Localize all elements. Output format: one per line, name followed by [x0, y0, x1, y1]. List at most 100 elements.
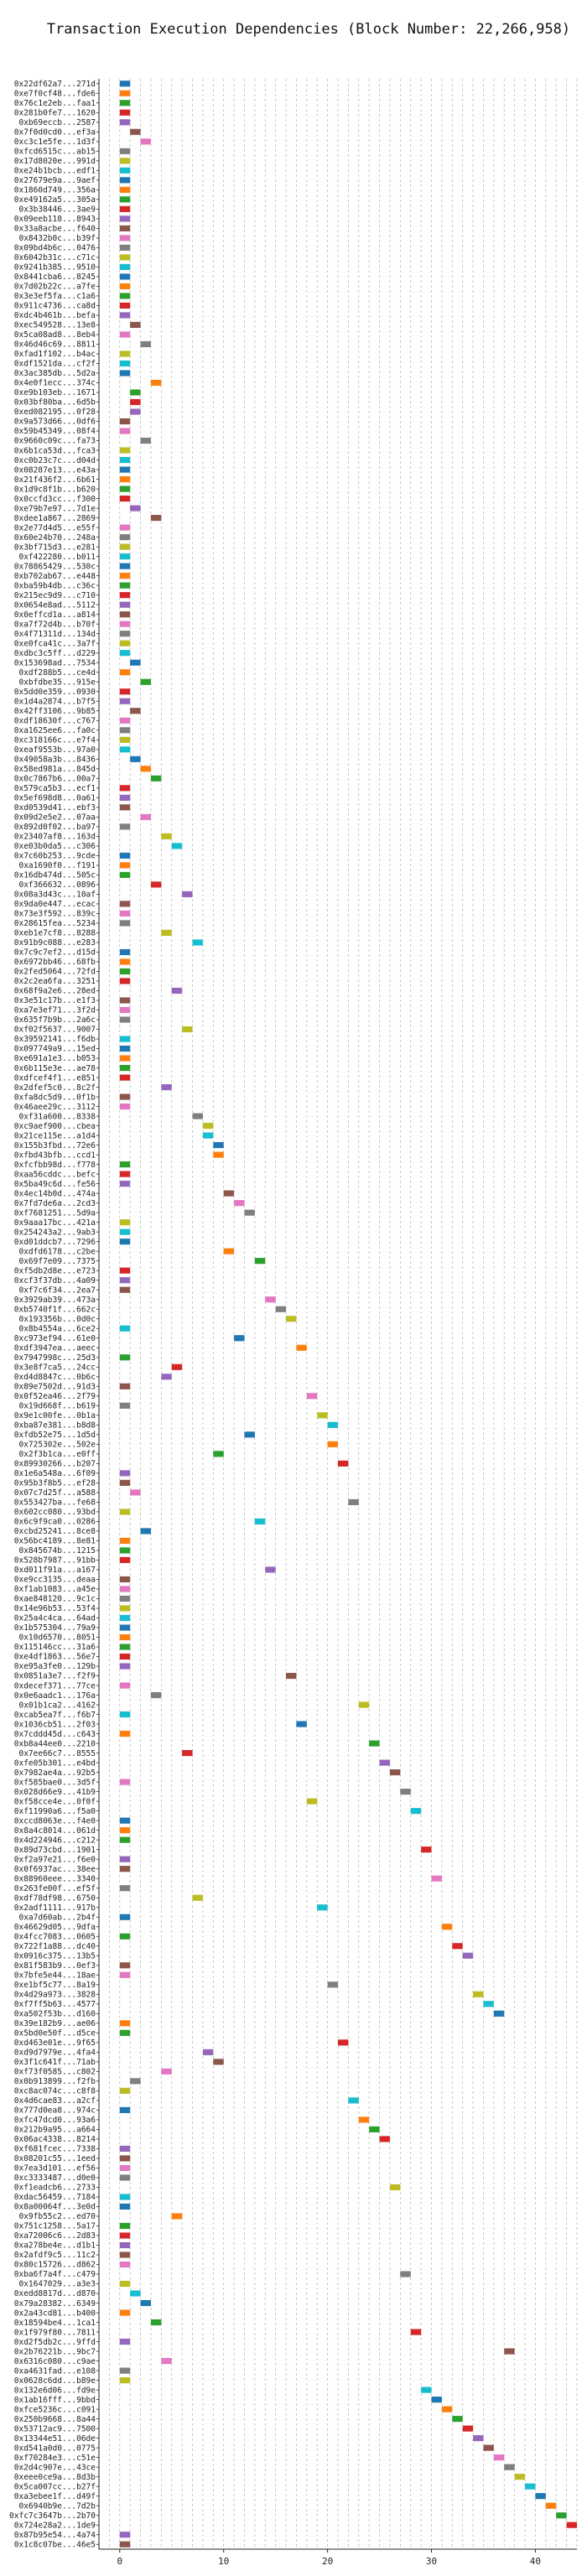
transaction-bar — [161, 2068, 172, 2075]
y-tick-label: 0x28615fea...5234 — [14, 919, 96, 928]
transaction-bar — [296, 1721, 307, 1727]
transaction-bar — [119, 534, 131, 541]
transaction-bar — [244, 1431, 255, 1438]
transaction-bar — [161, 929, 172, 937]
transaction-bar — [119, 1779, 131, 1785]
y-tick-label: 0xeee0ce9a...8d3b — [14, 2473, 96, 2482]
transaction-bar — [119, 524, 131, 531]
transaction-bar — [119, 167, 131, 174]
y-tick-label: 0x3929ab39...473a — [14, 1296, 96, 1305]
y-tick-label: 0x0ccfd3cc...f300 — [14, 495, 96, 504]
transaction-bar — [119, 486, 131, 492]
transaction-bar — [119, 1074, 131, 1081]
y-tick-label: 0x2fed5064...72fd — [14, 968, 96, 977]
transaction-bar — [119, 2029, 131, 2036]
transaction-bar — [119, 1181, 131, 1187]
transaction-bar — [119, 2309, 131, 2316]
y-tick-label: 0x553427ba...fe68 — [14, 1498, 96, 1508]
y-tick-label: 0xd011f91a...a167 — [14, 1566, 96, 1575]
y-tick-label: 0xdf1521da...cf2f — [14, 360, 96, 369]
y-tick-label: 0xa7d60ab...2b4f — [18, 1913, 96, 1922]
y-tick-label: 0x7f0d0cd0...ef3a — [14, 127, 96, 137]
transaction-bar — [119, 2106, 131, 2113]
transaction-bar — [130, 505, 141, 512]
y-tick-label: 0xc9aef900...cbea — [14, 1122, 96, 1131]
transaction-bar — [119, 746, 131, 753]
transaction-bar — [254, 1518, 266, 1524]
transaction-bar — [119, 447, 131, 454]
transaction-bar — [202, 2049, 214, 2055]
y-tick-label: 0x81f583b9...0ef3 — [14, 1961, 96, 1971]
y-tick-label: 0x153698ad...7534 — [14, 658, 96, 667]
y-tick-label: 0xe03b0da5...c306 — [14, 842, 96, 851]
y-tick-label: 0x2b76221b...9bc7 — [14, 2347, 96, 2356]
y-tick-label: 0x250b9668...8a44 — [14, 2415, 96, 2424]
transaction-bar — [213, 2059, 224, 2065]
transaction-bar — [119, 1055, 131, 1062]
y-tick-label: 0x0916c375...13b5 — [14, 1951, 96, 1961]
y-tick-label: 0x08201c55...1eed — [14, 2154, 96, 2163]
transaction-bar — [119, 2020, 131, 2027]
transaction-bar — [119, 717, 131, 724]
y-tick-label: 0x0628c6dd...b89e — [14, 2376, 96, 2386]
transaction-bar — [338, 1460, 349, 1467]
transaction-bar — [119, 476, 131, 483]
y-tick-label: 0x2dfef5c0...8c2f — [14, 1083, 96, 1093]
transaction-bar — [338, 2039, 349, 2046]
transaction-bar — [265, 1566, 276, 1573]
transaction-bar — [119, 1104, 131, 1110]
y-tick-label: 0xf73f0585...c802 — [14, 2068, 96, 2077]
y-tick-label: 0xf31a600...8338 — [18, 1112, 96, 1121]
y-tick-label: 0x5ca08ad8...8eb4 — [14, 330, 96, 340]
transaction-bar — [171, 843, 183, 849]
transaction-bar — [119, 794, 131, 801]
transaction-bar — [119, 1836, 131, 1843]
transaction-bar — [161, 833, 172, 839]
y-tick-label: 0x73e3f592...839c — [14, 910, 96, 919]
transaction-bar — [130, 398, 141, 406]
y-tick-label: 0xe1bf5c77...8a19 — [14, 1981, 96, 1990]
y-tick-label: 0x2c2ea6fa...3251 — [14, 977, 96, 986]
y-tick-label: 0x25a4c4ca...64ad — [14, 1614, 96, 1623]
transaction-bar — [119, 263, 131, 270]
transaction-bar — [140, 1528, 151, 1535]
y-tick-label: 0x3e3ef5fa...c1a6 — [14, 292, 96, 301]
y-tick-label: 0x254243a2...9ab3 — [14, 1228, 96, 1237]
y-tick-label: 0x07c7d25f...a588 — [14, 1488, 96, 1498]
transaction-bar — [150, 881, 162, 888]
transaction-bar — [119, 2145, 131, 2152]
transaction-bar — [182, 1750, 193, 1757]
transaction-bar — [119, 563, 131, 569]
transaction-bar — [119, 456, 131, 464]
transaction-bar — [119, 553, 131, 560]
y-tick-label: 0x3e51c17b...e1f3 — [14, 996, 96, 1005]
transaction-bar — [119, 804, 131, 811]
y-tick-label: 0xc3c1e5fe...1d3f — [14, 138, 96, 147]
transaction-bar — [119, 2339, 131, 2345]
y-tick-label: 0xb5740f1f...662c — [14, 1305, 96, 1314]
transaction-bar — [286, 1316, 297, 1322]
transaction-bar — [119, 205, 131, 212]
axes — [98, 79, 577, 2550]
y-tick-label: 0xa1690f0...f191 — [18, 861, 96, 870]
transaction-bar — [556, 2512, 567, 2519]
transaction-bar — [130, 408, 141, 415]
transaction-bar — [566, 2521, 577, 2528]
transaction-bar — [119, 688, 131, 695]
transaction-bar — [473, 2435, 484, 2442]
transaction-bar — [119, 1509, 131, 1515]
y-tick-label: 0x22df62a7...271d — [14, 80, 96, 89]
y-tick-label: 0x80c15726...d862 — [14, 2261, 96, 2270]
transaction-bar — [119, 1470, 131, 1477]
y-tick-label: 0x7c9c7ef2...d15d — [14, 948, 96, 958]
transaction-bar — [275, 1306, 287, 1312]
transaction-bar — [119, 1267, 131, 1274]
y-tick-label: 0x33a8acbe...f640 — [14, 225, 96, 234]
transaction-bar — [119, 650, 131, 657]
y-tick-label: 0xdbc3c5ff...d229 — [14, 649, 96, 658]
transaction-bar — [119, 1093, 131, 1100]
y-tick-label: 0x60e24b70...248a — [14, 533, 96, 543]
y-tick-label: 0xe24b1bcb...edf1 — [14, 167, 96, 176]
y-tick-label: 0xe9b103eb...1671 — [14, 388, 96, 397]
transaction-bar — [296, 1344, 307, 1351]
